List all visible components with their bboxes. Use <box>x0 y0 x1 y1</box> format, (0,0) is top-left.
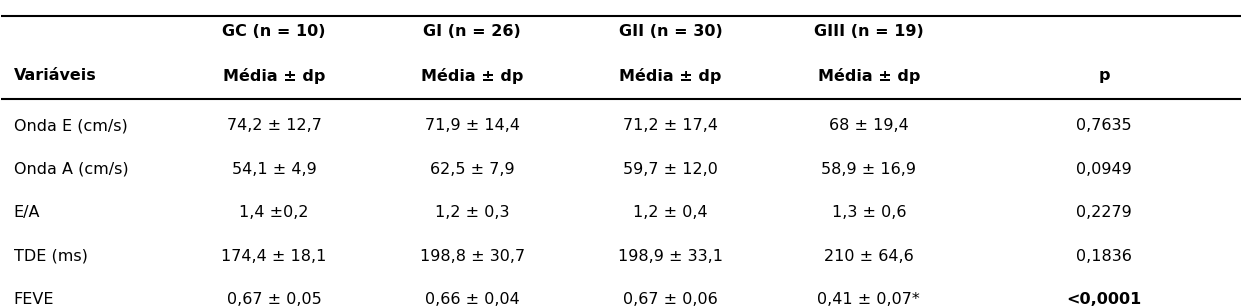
Text: 62,5 ± 7,9: 62,5 ± 7,9 <box>430 162 514 177</box>
Text: GI (n = 26): GI (n = 26) <box>424 24 522 39</box>
Text: 68 ± 19,4: 68 ± 19,4 <box>828 118 909 133</box>
Text: 0,2279: 0,2279 <box>1077 205 1133 220</box>
Text: 54,1 ± 4,9: 54,1 ± 4,9 <box>232 162 317 177</box>
Text: 0,7635: 0,7635 <box>1077 118 1133 133</box>
Text: Onda A (cm/s): Onda A (cm/s) <box>14 162 128 177</box>
Text: TDE (ms): TDE (ms) <box>14 249 88 264</box>
Text: 0,41 ± 0,07*: 0,41 ± 0,07* <box>817 292 920 306</box>
Text: 198,9 ± 33,1: 198,9 ± 33,1 <box>619 249 723 264</box>
Text: 59,7 ± 12,0: 59,7 ± 12,0 <box>623 162 718 177</box>
Text: 198,8 ± 30,7: 198,8 ± 30,7 <box>420 249 525 264</box>
Text: GC (n = 10): GC (n = 10) <box>222 24 325 39</box>
Text: Variáveis: Variáveis <box>14 69 97 84</box>
Text: 1,2 ± 0,4: 1,2 ± 0,4 <box>633 205 708 220</box>
Text: 71,9 ± 14,4: 71,9 ± 14,4 <box>425 118 520 133</box>
Text: 1,2 ± 0,3: 1,2 ± 0,3 <box>435 205 509 220</box>
Text: 174,4 ± 18,1: 174,4 ± 18,1 <box>221 249 327 264</box>
Text: 71,2 ± 17,4: 71,2 ± 17,4 <box>623 118 718 133</box>
Text: 0,0949: 0,0949 <box>1077 162 1133 177</box>
Text: 0,67 ± 0,05: 0,67 ± 0,05 <box>226 292 322 306</box>
Text: GIII (n = 19): GIII (n = 19) <box>814 24 924 39</box>
Text: Média ± dp: Média ± dp <box>421 68 523 84</box>
Text: E/A: E/A <box>14 205 40 220</box>
Text: FEVE: FEVE <box>14 292 55 306</box>
Text: 74,2 ± 12,7: 74,2 ± 12,7 <box>226 118 322 133</box>
Text: 0,1836: 0,1836 <box>1077 249 1133 264</box>
Text: <0,0001: <0,0001 <box>1067 292 1141 306</box>
Text: p: p <box>1098 69 1110 84</box>
Text: 0,67 ± 0,06: 0,67 ± 0,06 <box>623 292 718 306</box>
Text: 1,3 ± 0,6: 1,3 ± 0,6 <box>832 205 907 220</box>
Text: 0,66 ± 0,04: 0,66 ± 0,04 <box>425 292 519 306</box>
Text: 58,9 ± 16,9: 58,9 ± 16,9 <box>821 162 917 177</box>
Text: 210 ± 64,6: 210 ± 64,6 <box>823 249 914 264</box>
Text: Média ± dp: Média ± dp <box>222 68 325 84</box>
Text: 1,4 ±0,2: 1,4 ±0,2 <box>240 205 309 220</box>
Text: Onda E (cm/s): Onda E (cm/s) <box>14 118 128 133</box>
Text: Média ± dp: Média ± dp <box>620 68 722 84</box>
Text: Média ± dp: Média ± dp <box>817 68 920 84</box>
Text: GII (n = 30): GII (n = 30) <box>619 24 723 39</box>
